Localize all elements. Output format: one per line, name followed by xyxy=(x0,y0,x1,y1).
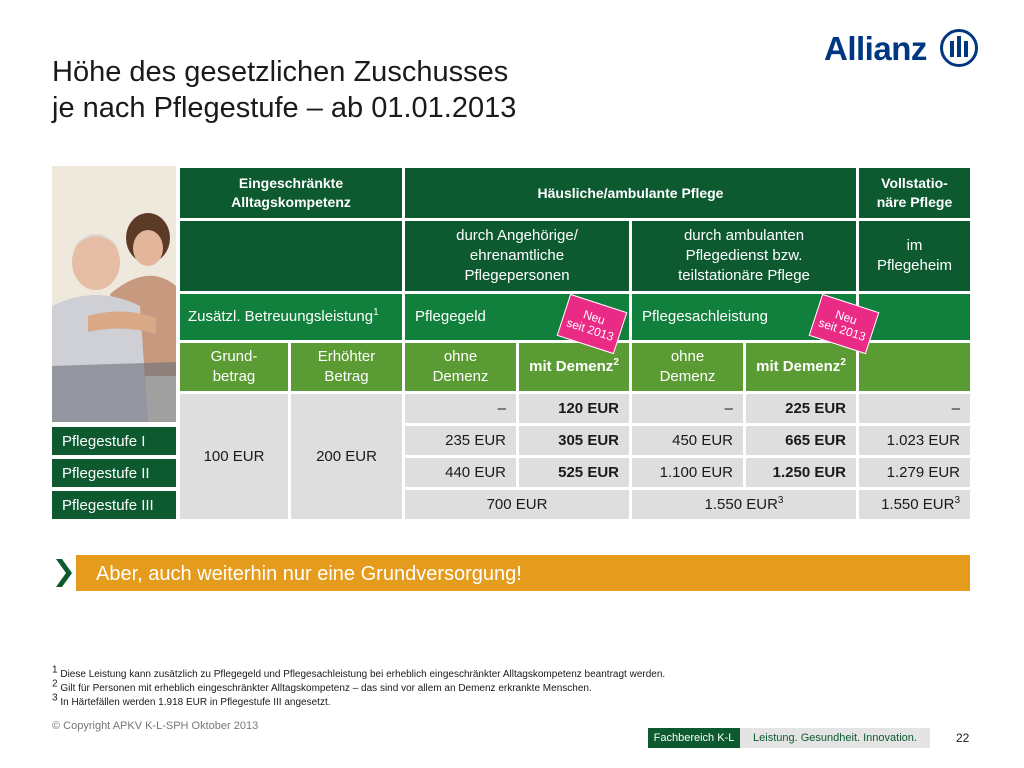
row1-mit-demenz-sach: 665 EUR xyxy=(746,426,856,455)
header-mit-demenz-sach: mit Demenz2 xyxy=(746,343,856,391)
row3-pflegegeld: 700 EUR xyxy=(405,490,629,519)
header-mit-demenz-geld: mit Demenz2 xyxy=(519,343,629,391)
footnote-2: 2 Gilt für Personen mit erheblich einges… xyxy=(52,678,592,694)
footnotes: 1 Diese Leistung kann zusätzlich zu Pfle… xyxy=(52,664,812,710)
header-ohne-demenz-geld: ohne Demenz xyxy=(405,343,516,391)
header-durch-angehoerige: durch Angehörige/ ehrenamtliche Pflegepe… xyxy=(405,221,629,291)
row1-mit-demenz-geld: 305 EUR xyxy=(519,426,629,455)
fachbereich-tag: Fachbereich K-L xyxy=(648,728,740,748)
row3-pflegesachleistung: 1.550 EUR3 xyxy=(632,490,856,519)
page-number: 22 xyxy=(956,731,970,745)
header-vollstationaere-pflege: Vollstatio- näre Pflege xyxy=(859,168,970,218)
header-eingeschraenkte-alltagskompetenz: Eingeschränkte Alltagskompetenz xyxy=(180,168,402,218)
row2-ohne-demenz-sach: 1.100 EUR xyxy=(632,458,743,487)
logo-text: Allianz xyxy=(824,30,927,67)
zusaetzl-label: Zusätzl. Betreuungsleistung1 xyxy=(188,307,379,326)
row3-sach-value: 1.550 EUR3 xyxy=(704,494,784,513)
row0-vollstationaer: – xyxy=(859,394,970,423)
row1-vollstationaer: 1.023 EUR xyxy=(859,426,970,455)
chevron-right-icon xyxy=(56,559,72,587)
allianz-eagle-icon xyxy=(940,29,978,67)
title-line-1: Höhe des gesetzlichen Zuschusses xyxy=(52,56,509,88)
banner-text: Aber, auch weiterhin nur eine Grundverso… xyxy=(96,563,522,585)
banner-arrow-block xyxy=(52,555,76,591)
header-empty-cell xyxy=(180,221,402,291)
erhoehter-betrag-value: 200 EUR xyxy=(291,394,402,519)
row1-ohne-demenz-geld: 235 EUR xyxy=(405,426,516,455)
row2-ohne-demenz-geld: 440 EUR xyxy=(405,458,516,487)
mit-demenz-sach-label: mit Demenz2 xyxy=(756,357,846,376)
row-label-pflegestufe-2: Pflegestufe II xyxy=(52,459,176,487)
row1-ohne-demenz-sach: 450 EUR xyxy=(632,426,743,455)
header-ohne-demenz-sach: ohne Demenz xyxy=(632,343,743,391)
title-line-2: je nach Pflegestufe – ab 01.01.2013 xyxy=(52,92,517,124)
row0-mit-demenz-sach: 225 EUR xyxy=(746,394,856,423)
grundversorgung-banner: Aber, auch weiterhin nur eine Grundverso… xyxy=(52,555,970,591)
slide-title: Höhe des gesetzlichen Zuschusses je nach… xyxy=(52,54,692,126)
footnote-3: 3 In Härtefällen werden 1.918 EUR in Pfl… xyxy=(52,692,331,708)
header-durch-ambulanten-pflegedienst: durch ambulanten Pflegedienst bzw. teils… xyxy=(632,221,856,291)
header-haeusliche-pflege: Häusliche/ambulante Pflege xyxy=(405,168,856,218)
row3-vollstationaer: 1.550 EUR3 xyxy=(859,490,970,519)
slogan-tag: Leistung. Gesundheit. Innovation. xyxy=(740,728,930,748)
row0-ohne-demenz-geld: – xyxy=(405,394,516,423)
header-im-pflegeheim: im Pflegeheim xyxy=(859,221,970,291)
row2-mit-demenz-sach: 1.250 EUR xyxy=(746,458,856,487)
footnote-1: 1 Diese Leistung kann zusätzlich zu Pfle… xyxy=(52,664,666,680)
mit-demenz-geld-label: mit Demenz2 xyxy=(529,357,619,376)
row3-voll-value: 1.550 EUR3 xyxy=(881,494,960,513)
header-empty-voll-4 xyxy=(859,343,970,391)
header-zusaetzliche-betreuungsleistung: Zusätzl. Betreuungsleistung1 xyxy=(180,294,402,340)
row2-mit-demenz-geld: 525 EUR xyxy=(519,458,629,487)
header-grundbetrag: Grund- betrag xyxy=(180,343,288,391)
row-label-pflegestufe-1: Pflegestufe I xyxy=(52,427,176,455)
row2-vollstationaer: 1.279 EUR xyxy=(859,458,970,487)
header-erhoehter-betrag: Erhöhter Betrag xyxy=(291,343,402,391)
copyright: © Copyright APKV K-L-SPH Oktober 2013 xyxy=(52,720,259,732)
row0-ohne-demenz-sach: – xyxy=(632,394,743,423)
grundbetrag-value: 100 EUR xyxy=(180,394,288,519)
allianz-logo: Allianz xyxy=(824,28,979,72)
row-label-pflegestufe-3: Pflegestufe III xyxy=(52,491,176,519)
row0-mit-demenz-geld: 120 EUR xyxy=(519,394,629,423)
caregiver-and-elderly-man-photo xyxy=(52,166,176,422)
